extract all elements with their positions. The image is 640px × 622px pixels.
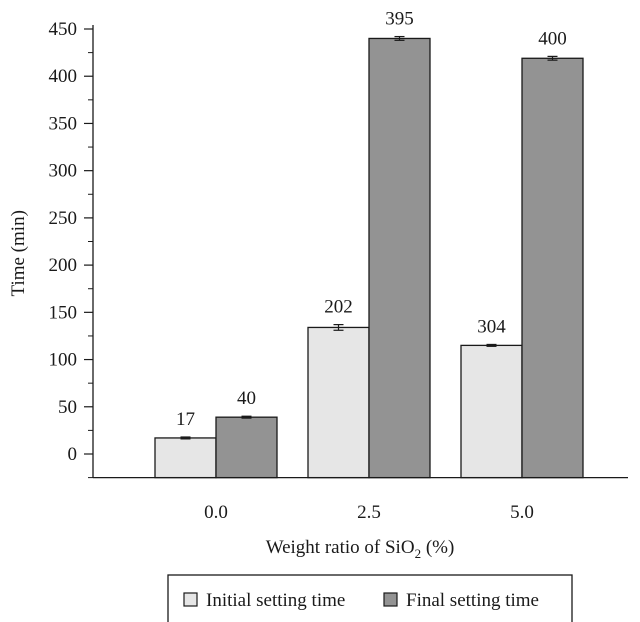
y-tick-label: 300 [49,161,78,182]
legend-item: Final setting time [383,590,539,611]
bar [521,57,584,479]
y-axis-title: Time (min) [8,210,29,296]
y-axis: 0 50 100 150 200 250 300 350 400 450 [49,19,94,479]
legend-label: Initial setting time [206,590,345,611]
y-tick-label: 50 [58,397,77,418]
data-label: 202 [324,297,353,318]
error-bar [241,415,252,419]
data-label: 400 [538,28,567,49]
x-tick-label: 2.5 [357,502,381,523]
data-label: 17 [176,409,195,430]
error-bar [486,343,497,347]
y-tick-label: 0 [68,444,78,465]
data-label: 40 [237,388,256,409]
legend-swatch [383,592,398,607]
x-tick-label: 5.0 [510,502,534,523]
data-labels: 17 202 304 40 395 400 [176,9,567,430]
legend: Initial setting time Final setting time [167,574,573,622]
x-axis-title-subscript: 2 [415,546,422,561]
error-bar [394,35,405,41]
bar [460,344,523,479]
bar [368,37,431,479]
y-tick-label: 450 [49,19,78,40]
x-axis-title: Weight ratio of SiO2 (%) [266,537,455,561]
y-tick-label: 100 [49,350,78,371]
legend-box [167,574,573,622]
legend-item: Initial setting time [183,590,345,611]
error-bars [180,35,558,440]
data-label: 304 [477,316,506,337]
bar [307,326,370,479]
y-tick-label: 250 [49,208,78,229]
legend-swatch [183,592,198,607]
error-bar [333,324,344,331]
y-tick-label: 400 [49,66,78,87]
bars [154,37,584,479]
data-label: 395 [385,9,414,30]
x-axis-title-suffix: (%) [421,537,454,558]
y-tick-label: 150 [49,302,78,323]
x-axis-title-main: Weight ratio of SiO [266,537,415,558]
bar [215,416,278,479]
bar [154,437,217,479]
y-tick-label: 200 [49,255,78,276]
legend-label: Final setting time [406,590,539,611]
error-bar [547,55,558,61]
y-tick-label: 350 [49,113,78,134]
error-bar [180,436,191,440]
x-axis: 0.0 2.5 5.0 [93,476,628,523]
x-tick-label: 0.0 [204,502,228,523]
